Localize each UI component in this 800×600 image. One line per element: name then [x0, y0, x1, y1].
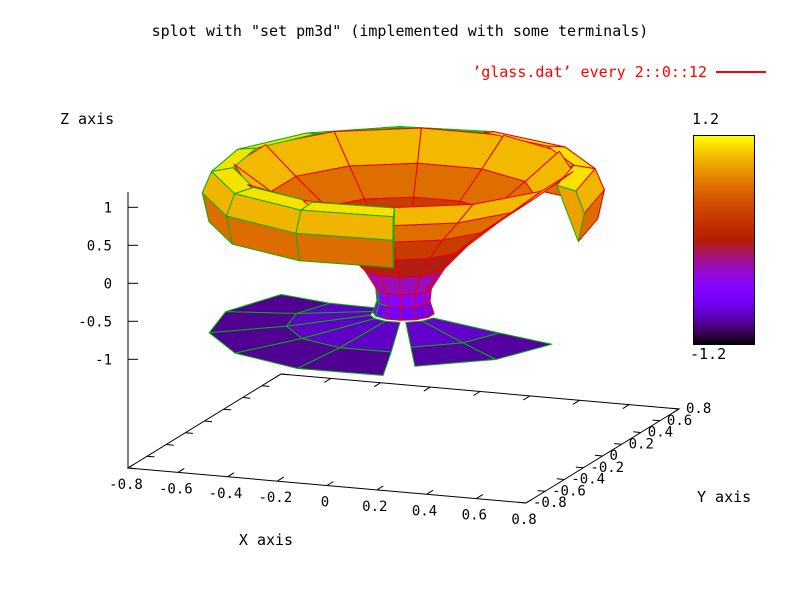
y-tick-label: -0.4: [571, 472, 605, 488]
y-tick-mirror: [223, 408, 232, 411]
x-tick-mirror: [274, 373, 282, 379]
y-tick-mirror: [261, 385, 270, 387]
x-tick-label: 0.4: [412, 503, 437, 519]
y-tick: [671, 407, 680, 410]
y-tick: [633, 431, 641, 433]
x-axis-label: X axis: [238, 531, 294, 549]
x-tick-label: 0.6: [462, 508, 487, 524]
z-tick-label: 1: [104, 200, 112, 216]
y-tick-label: -0.6: [552, 483, 586, 499]
x-tick-label: -0.2: [258, 490, 292, 506]
y-tick-mirror: [127, 467, 136, 470]
y-tick-mirror: [147, 455, 155, 458]
x-tick: [376, 485, 384, 491]
y-tick-mirror: [204, 420, 213, 423]
y-tick-label: -0.8: [533, 495, 567, 511]
x-tick: [177, 467, 185, 473]
colorbar-gradient: [694, 136, 754, 344]
z-tick-label: 0: [104, 276, 112, 292]
surface-quad: [297, 347, 392, 376]
x-tick-label: -0.6: [159, 481, 193, 497]
x-tick-label: 0.2: [362, 499, 387, 515]
y-tick: [556, 478, 565, 480]
y-tick: [575, 466, 584, 469]
axes-frame: [126, 192, 681, 504]
y-tick-label: 0: [610, 448, 618, 464]
y-axis-label: Y axis: [697, 488, 752, 506]
x-tick-mirror: [373, 382, 381, 388]
z-tick-label: 0.5: [87, 238, 112, 254]
x-tick: [277, 476, 285, 482]
surface-quad: [556, 184, 585, 242]
x-tick: [127, 463, 135, 469]
x-tick: [227, 472, 235, 478]
y-tick: [594, 454, 603, 457]
legend: ’glass.dat’ every 2::0::12: [472, 63, 766, 81]
z-tick-label: -0.5: [78, 314, 112, 330]
surface-quad: [410, 342, 497, 367]
y-tick-label: -0.2: [590, 460, 624, 476]
x-tick-label: -0.4: [209, 486, 243, 502]
colorbar-max-label: 1.2: [692, 110, 720, 128]
y-tick: [518, 501, 527, 504]
x-tick-mirror: [473, 391, 481, 396]
z-axis-label: Z axis: [60, 110, 115, 128]
y-tick-mirror: [280, 373, 289, 376]
y-tick-label: 0.2: [629, 436, 654, 452]
y-tick-mirror: [166, 444, 174, 446]
y-tick-label: 0.4: [648, 425, 673, 441]
legend-line-sample: [716, 71, 766, 73]
x-tick: [476, 494, 484, 500]
colorbar-min-label: -1.2: [690, 345, 727, 363]
x-tick-mirror: [324, 377, 332, 383]
x-tick-label: -0.8: [109, 477, 143, 493]
pm3d-surface: [201, 126, 605, 376]
y-tick-label: 0.6: [667, 413, 692, 429]
x-tick-mirror: [622, 404, 630, 410]
surface-quad: [399, 306, 417, 321]
x-tick-label: 0.8: [511, 512, 536, 528]
plot-title: splot with "set pm3d" (implemented with …: [151, 22, 649, 40]
x-tick: [525, 498, 533, 504]
y-tick: [652, 419, 660, 422]
surface-quad: [386, 292, 402, 308]
x-tick-mirror: [572, 399, 580, 405]
y-tick-mirror: [242, 397, 251, 399]
x-tick: [326, 481, 334, 486]
tick-labels: -0.8 -0.6 -0.4 -0.2 0 0.2 0.4 0.6 0.8-0.8-0.6-0.…: [78, 200, 711, 528]
colorbar: [693, 135, 755, 345]
x-tick-mirror: [523, 395, 531, 401]
surface-quad: [400, 293, 416, 308]
legend-entry-label: ’glass.dat’ every 2::0::12: [472, 63, 707, 81]
x-tick-label: 0: [321, 495, 329, 511]
x-tick-mirror: [672, 408, 680, 414]
z-tick-label: -1: [95, 352, 112, 368]
x-tick-mirror: [423, 386, 431, 392]
y-tick: [614, 443, 622, 445]
y-tick-mirror: [185, 432, 193, 434]
surface-quad: [392, 207, 395, 269]
x-tick: [426, 489, 434, 495]
surface-quad: [385, 305, 402, 321]
y-tick: [537, 490, 546, 492]
y-tick-label: 0.8: [686, 401, 711, 417]
